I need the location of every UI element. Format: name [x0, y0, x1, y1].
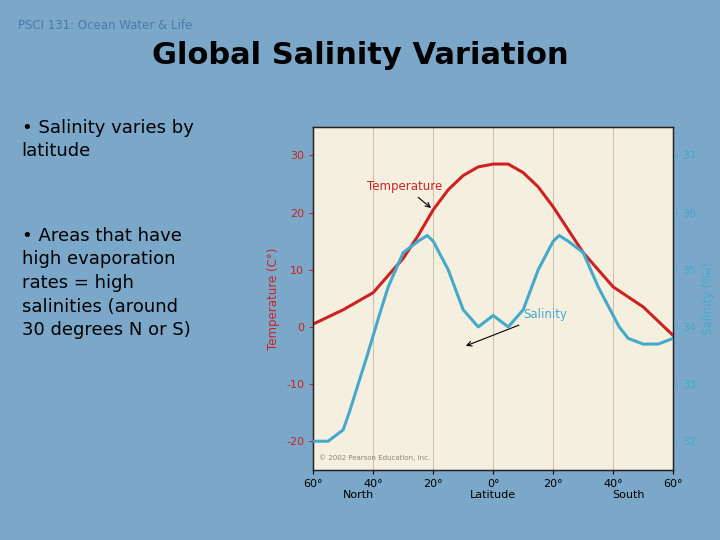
Text: North: North — [343, 490, 374, 500]
Text: Salinity: Salinity — [467, 308, 567, 346]
Y-axis label: Temperature (C°): Temperature (C°) — [268, 247, 281, 349]
Text: Global Salinity Variation: Global Salinity Variation — [152, 40, 568, 70]
Text: Latitude: Latitude — [470, 490, 516, 500]
Text: South: South — [612, 490, 644, 500]
Text: PSCI 131: Ocean Water & Life: PSCI 131: Ocean Water & Life — [18, 19, 192, 32]
Text: • Areas that have
high evaporation
rates = high
salinities (around
30 degrees N : • Areas that have high evaporation rates… — [22, 227, 190, 339]
Y-axis label: Salinity (‰): Salinity (‰) — [702, 262, 715, 335]
Text: Temperature: Temperature — [367, 180, 443, 207]
Text: © 2002 Pearson Education, Inc.: © 2002 Pearson Education, Inc. — [319, 455, 431, 461]
Text: • Salinity varies by
latitude: • Salinity varies by latitude — [22, 119, 194, 160]
